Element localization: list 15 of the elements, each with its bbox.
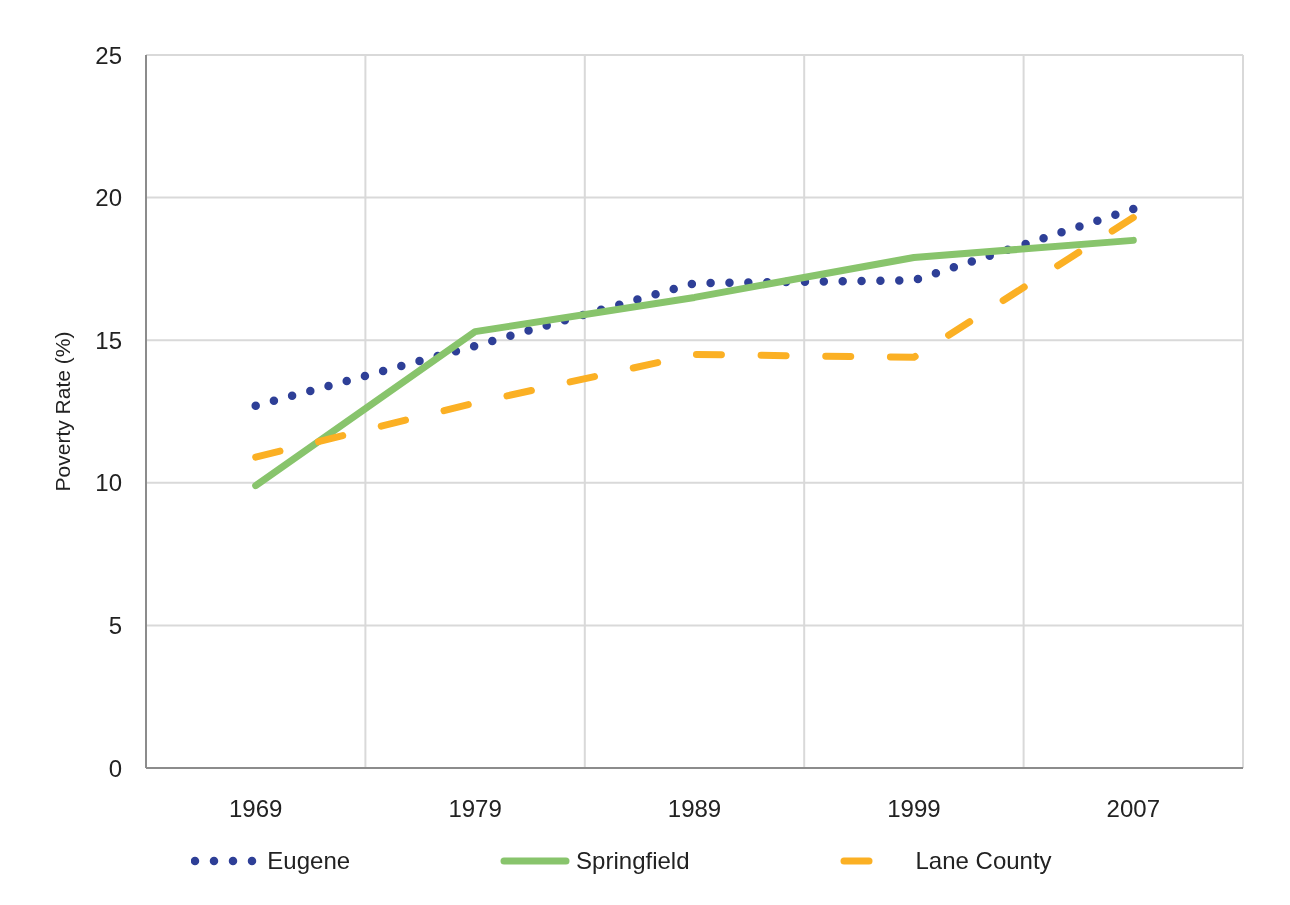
x-tick-label: 1969 xyxy=(229,795,283,823)
legend-label: Lane County xyxy=(915,847,1052,875)
y-tick-label: 20 xyxy=(95,184,122,212)
y-axis-title: Poverty Rate (%) xyxy=(50,331,74,492)
y-tick-label: 0 xyxy=(108,754,122,782)
y-tick-label: 10 xyxy=(95,469,122,497)
x-tick-label: 2007 xyxy=(1106,795,1160,823)
y-tick-label: 15 xyxy=(95,326,122,354)
y-tick-label: 5 xyxy=(108,611,122,639)
y-tick-label: 25 xyxy=(95,41,122,69)
x-tick-label: 1979 xyxy=(448,795,502,823)
legend-label: Eugene xyxy=(267,847,351,875)
x-tick-label: 1989 xyxy=(667,795,722,823)
legend-label: Springfield xyxy=(576,847,690,875)
x-tick-label: 1999 xyxy=(887,795,941,823)
